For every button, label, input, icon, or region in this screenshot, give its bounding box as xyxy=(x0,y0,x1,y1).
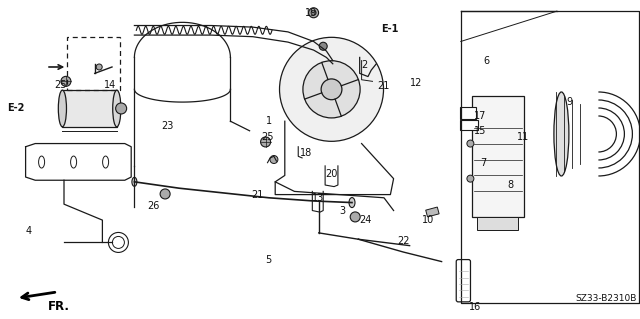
Bar xyxy=(426,207,439,217)
Text: 9: 9 xyxy=(566,97,573,107)
Text: 12: 12 xyxy=(410,78,422,88)
Text: 19: 19 xyxy=(305,8,317,18)
Text: 11: 11 xyxy=(517,132,529,142)
Text: 1: 1 xyxy=(266,116,272,126)
Text: 20: 20 xyxy=(325,169,337,179)
Text: 18: 18 xyxy=(300,148,312,158)
Text: 4: 4 xyxy=(26,226,32,236)
Bar xyxy=(67,37,120,90)
Circle shape xyxy=(467,108,474,115)
Ellipse shape xyxy=(58,90,67,127)
Bar xyxy=(477,217,518,230)
Text: 25: 25 xyxy=(261,131,274,142)
FancyBboxPatch shape xyxy=(456,260,470,302)
Text: 24: 24 xyxy=(360,215,372,225)
Text: E-2: E-2 xyxy=(7,103,24,114)
Text: 23: 23 xyxy=(161,121,173,131)
Text: E-1: E-1 xyxy=(381,24,398,34)
Circle shape xyxy=(96,64,102,70)
Ellipse shape xyxy=(113,90,121,127)
Ellipse shape xyxy=(102,156,109,168)
Ellipse shape xyxy=(349,197,355,208)
Text: 6: 6 xyxy=(483,56,490,66)
Text: 14: 14 xyxy=(104,79,116,90)
Text: SZ33-B2310B: SZ33-B2310B xyxy=(575,294,637,303)
Circle shape xyxy=(311,10,316,15)
Text: 17: 17 xyxy=(474,111,486,122)
Circle shape xyxy=(467,140,474,147)
Text: 3: 3 xyxy=(339,205,346,216)
Circle shape xyxy=(303,61,360,118)
Circle shape xyxy=(350,212,360,222)
Ellipse shape xyxy=(70,156,77,168)
Text: 21: 21 xyxy=(378,81,390,91)
Text: 8: 8 xyxy=(507,180,513,190)
Circle shape xyxy=(61,76,71,86)
Ellipse shape xyxy=(554,92,569,176)
Text: 25: 25 xyxy=(54,79,67,90)
Circle shape xyxy=(319,42,327,50)
Ellipse shape xyxy=(38,156,45,168)
Text: FR.: FR. xyxy=(48,300,70,313)
Circle shape xyxy=(116,103,127,114)
Text: 16: 16 xyxy=(468,302,481,312)
Bar xyxy=(472,96,524,217)
Circle shape xyxy=(260,137,271,147)
Ellipse shape xyxy=(132,177,137,186)
Bar xyxy=(460,107,476,119)
Circle shape xyxy=(160,189,170,199)
Text: 2: 2 xyxy=(362,60,368,70)
Bar xyxy=(460,120,477,130)
Bar xyxy=(63,90,117,127)
Circle shape xyxy=(467,175,474,182)
Text: 22: 22 xyxy=(397,236,410,246)
Text: 15: 15 xyxy=(474,126,486,136)
Text: 5: 5 xyxy=(266,255,272,265)
Text: 7: 7 xyxy=(480,158,486,168)
Text: 26: 26 xyxy=(147,201,159,211)
Circle shape xyxy=(308,8,319,18)
Circle shape xyxy=(280,37,383,141)
Text: 10: 10 xyxy=(422,215,435,225)
Text: 21: 21 xyxy=(252,189,264,200)
Circle shape xyxy=(321,79,342,100)
Text: 13: 13 xyxy=(312,193,324,203)
Circle shape xyxy=(270,155,278,164)
